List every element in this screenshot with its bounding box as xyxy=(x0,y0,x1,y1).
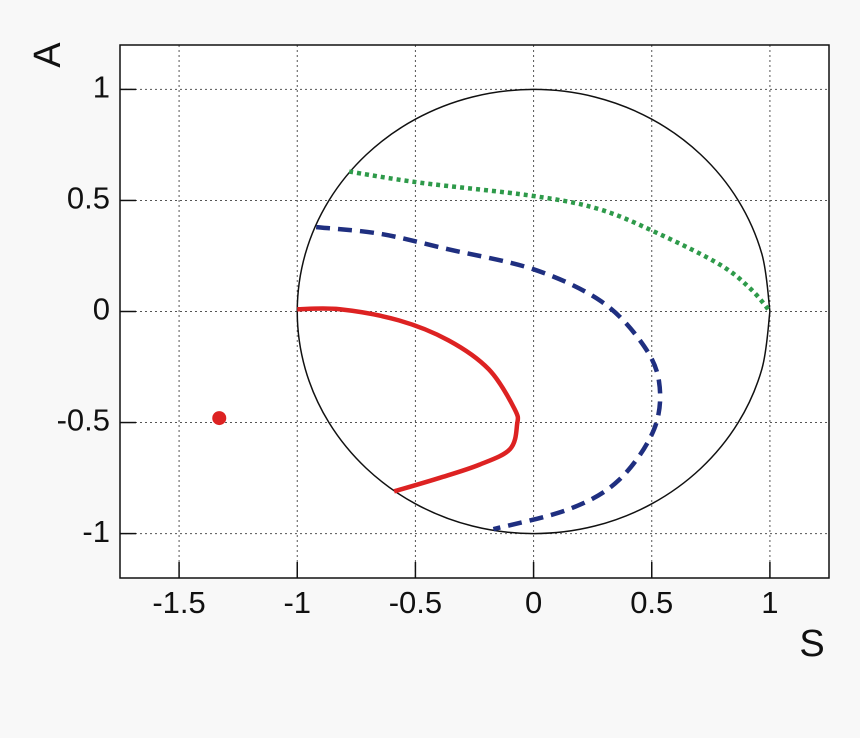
y-tick-label: 0.5 xyxy=(67,181,110,216)
x-tick-label: -1 xyxy=(283,585,311,620)
x-tick-label: 1 xyxy=(761,585,778,620)
x-tick-label: 0.5 xyxy=(630,585,673,620)
y-tick-label: 0 xyxy=(93,292,110,327)
x-tick-label: -0.5 xyxy=(389,585,442,620)
x-tick-label: -1.5 xyxy=(152,585,205,620)
y-axis-title: A xyxy=(27,42,69,68)
series-line xyxy=(348,169,772,313)
x-axis-title: S xyxy=(799,623,824,665)
y-tick-label: 1 xyxy=(93,70,110,105)
y-tick-label: -1 xyxy=(82,514,110,549)
y-tick-label: -0.5 xyxy=(57,403,110,438)
data-point xyxy=(212,411,227,426)
x-tick-label: 0 xyxy=(525,585,542,620)
series-line xyxy=(297,306,521,494)
